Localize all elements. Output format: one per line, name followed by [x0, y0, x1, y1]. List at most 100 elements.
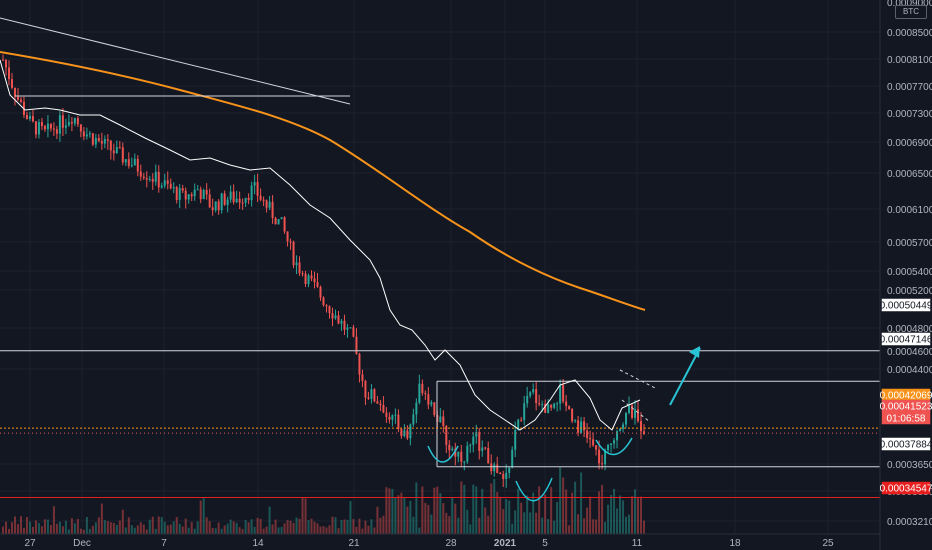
svg-text:0.00050449: 0.00050449 [880, 301, 932, 312]
volume-bar [370, 519, 373, 534]
volume-bar [499, 496, 502, 534]
volume-bar [94, 522, 97, 534]
candle-body [64, 125, 67, 128]
volume-bar [121, 509, 124, 534]
candle-body [625, 412, 628, 425]
volume-bar [211, 527, 214, 534]
candle-body [94, 137, 97, 145]
candle-body [295, 262, 298, 266]
candle-body [283, 217, 286, 232]
volume-bar [610, 494, 613, 534]
scale-badge[interactable]: BTC [895, 5, 927, 19]
volume-bar [631, 496, 634, 534]
volume-bar [400, 492, 403, 534]
volume-bar [595, 519, 598, 534]
volume-bar [301, 497, 304, 534]
volume-bar [403, 497, 406, 534]
volume-bar [316, 523, 319, 534]
volume-bar [427, 504, 430, 534]
volume-bar [520, 502, 523, 534]
volume-bar [64, 520, 67, 534]
volume-bar [46, 519, 49, 534]
volume-bar [181, 526, 184, 534]
pattern-left-shoulder [427, 445, 459, 463]
candle-body [613, 440, 616, 444]
volume-bar [184, 518, 187, 534]
volume-bar [562, 477, 565, 534]
candle-body [622, 424, 625, 429]
candle-body [568, 406, 571, 409]
candle-body [385, 412, 388, 417]
candle-body [514, 429, 517, 450]
volume-bar [637, 498, 640, 534]
candle-body [394, 414, 397, 416]
volume-bar [412, 516, 415, 534]
volume-bar [28, 521, 31, 534]
volume-bar [133, 527, 136, 534]
candle-body [448, 444, 451, 451]
volume-bar [472, 484, 475, 534]
candle-body [349, 327, 352, 329]
candle-body [160, 185, 163, 188]
candle-body [598, 449, 601, 464]
candle-body [223, 193, 226, 205]
svg-text:0.00047146: 0.00047146 [880, 335, 932, 346]
candle-body [358, 353, 361, 375]
candle-body [91, 133, 94, 145]
candle-body [169, 183, 172, 189]
candle-body [100, 141, 103, 144]
volume-bar [223, 525, 226, 534]
volume-bar [577, 514, 580, 534]
candle-body [445, 425, 448, 445]
volume-bar [406, 506, 409, 534]
candle-body [577, 420, 580, 433]
candle-body [352, 327, 355, 337]
candle-body [574, 420, 577, 422]
candle-body [232, 191, 235, 203]
breakout-arrow [669, 347, 701, 406]
candle-body [49, 123, 52, 129]
time-tick-label: 5 [542, 538, 548, 549]
volume-bar [385, 487, 388, 534]
candle-body [7, 67, 10, 80]
time-axis[interactable]: 27 Dec 7 14 21 28 2021 5 11 18 25 [0, 533, 880, 549]
svg-text:0.00034547: 0.00034547 [880, 484, 932, 495]
volume-bar [16, 524, 19, 534]
volume-bar [346, 519, 349, 534]
candle-body [391, 415, 394, 420]
candle-body [505, 472, 508, 479]
volume-bar [49, 524, 52, 534]
volume-bar [292, 522, 295, 534]
volume-bar [175, 517, 178, 534]
volume-bar [547, 518, 550, 534]
volume-bar [163, 521, 166, 534]
candle-body [355, 336, 358, 354]
candle-body [637, 409, 640, 422]
pattern-right-shoulder [595, 437, 633, 456]
candle-body [640, 421, 643, 432]
volume-bar [325, 527, 328, 534]
candle-body [400, 428, 403, 437]
volume-bar [496, 492, 499, 534]
candle-body [139, 171, 142, 177]
volume-bar [424, 502, 427, 534]
volume-bar [433, 487, 436, 534]
candle-body [208, 194, 211, 208]
candle-body [475, 432, 478, 437]
volume-bar [319, 526, 322, 534]
volume-bar [625, 516, 628, 534]
volume-bar [103, 520, 106, 534]
candle-body [259, 195, 262, 200]
moving-average-slow [0, 51, 646, 311]
volume-bar [526, 495, 529, 534]
volume-bar [247, 522, 250, 534]
